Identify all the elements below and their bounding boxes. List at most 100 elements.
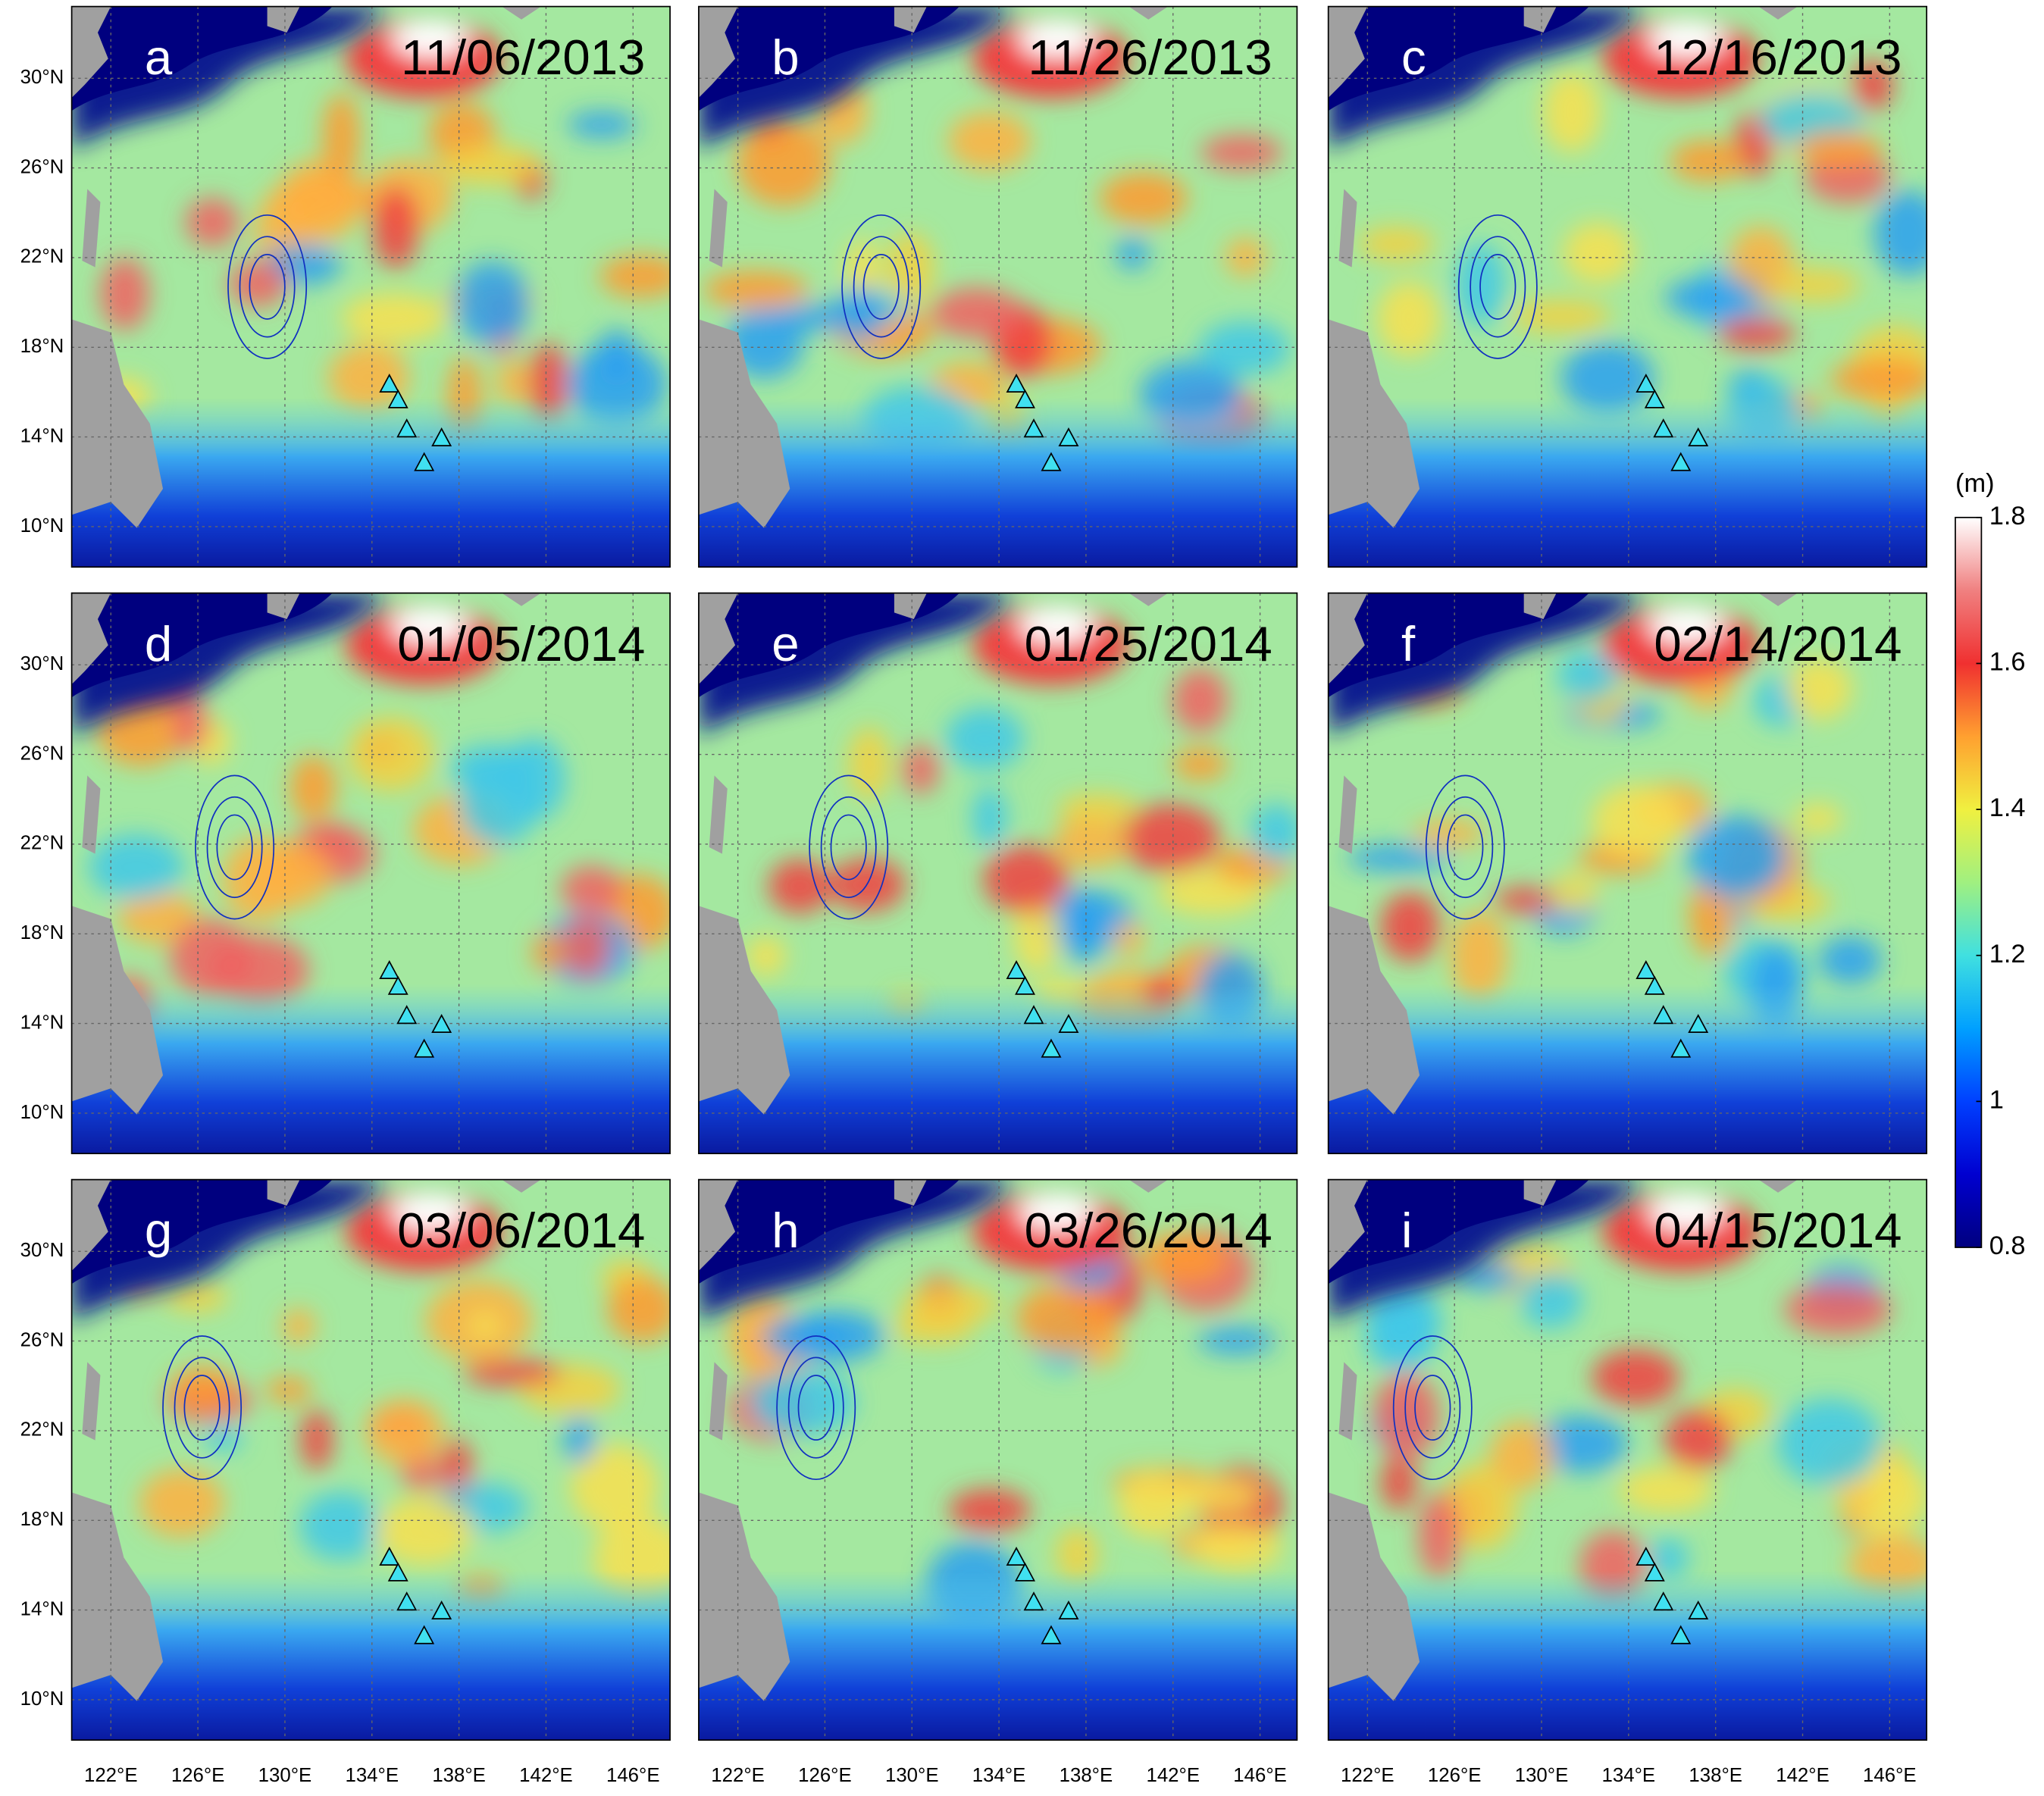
eddy <box>1200 135 1283 170</box>
lon-label: 134°E <box>345 1765 399 1786</box>
lat-label: 10°N <box>20 1102 64 1123</box>
panel-frame <box>1327 592 1928 1155</box>
kuroshio-core <box>1648 1194 1726 1231</box>
station <box>379 373 400 393</box>
kuroshio-core <box>1018 607 1097 644</box>
eddy <box>1510 299 1611 333</box>
station <box>387 389 408 408</box>
eddy <box>1172 668 1228 733</box>
eddy <box>1225 237 1266 277</box>
panel-frame <box>70 592 671 1155</box>
land-taiwan <box>709 775 728 854</box>
lat-label: 22°N <box>20 246 64 268</box>
panel-date: 01/05/2014 <box>397 616 645 671</box>
contour <box>1479 253 1517 320</box>
panel-frame <box>1327 1178 1928 1741</box>
station <box>1670 1038 1692 1058</box>
lat-label: 14°N <box>20 1598 64 1619</box>
panel-frame <box>698 592 1298 1155</box>
station <box>396 418 418 438</box>
eddy <box>887 233 934 305</box>
eddy <box>228 260 288 308</box>
eddy <box>972 787 1007 849</box>
map-panel: g 03/06/2014 10°N 14°N 18°N 22°N 26°N 30°N 122°E… <box>20 1178 671 1786</box>
eddy <box>322 92 360 181</box>
station <box>387 1562 408 1582</box>
lat-label: 30°N <box>20 1240 64 1261</box>
land-japan <box>894 593 1169 619</box>
eddy <box>1839 1459 1927 1536</box>
panel-letter: f <box>1401 616 1416 671</box>
field <box>1328 6 1927 568</box>
eddy <box>1776 1398 1883 1486</box>
eddy <box>1417 1494 1461 1578</box>
lat-label: 26°N <box>20 743 64 764</box>
land-japan <box>894 6 1169 33</box>
lon-label: 146°E <box>1233 1765 1287 1786</box>
north-deep-core <box>71 593 333 698</box>
south-band <box>71 984 671 1154</box>
field <box>1328 1179 1927 1741</box>
eddy <box>469 1311 502 1341</box>
land-china <box>71 1179 111 1272</box>
station <box>1058 427 1079 447</box>
lon-label: 146°E <box>606 1765 660 1786</box>
south-band <box>1328 1570 1927 1741</box>
lat-label: 14°N <box>20 1012 64 1033</box>
eddy <box>1818 936 1883 985</box>
panel-letter: d <box>145 616 172 671</box>
lon-label: 134°E <box>972 1765 1026 1786</box>
panel-date: 04/15/2014 <box>1654 1203 1902 1258</box>
eddy <box>372 186 419 269</box>
eddy <box>1056 1526 1098 1582</box>
eddy <box>1380 892 1440 962</box>
contour <box>1447 814 1484 881</box>
lon-label: 126°E <box>171 1765 225 1786</box>
eddy <box>1197 1326 1276 1355</box>
lat-label: 26°N <box>20 156 64 177</box>
kuroshio-core <box>1648 607 1726 644</box>
land-philippines <box>698 906 790 1115</box>
land-philippines <box>1328 319 1420 528</box>
station <box>379 959 400 980</box>
kuroshio-core <box>1018 1194 1097 1231</box>
land-japan <box>267 593 541 619</box>
field <box>71 6 671 568</box>
station <box>1058 1013 1079 1034</box>
station <box>1023 1591 1044 1611</box>
contour <box>239 236 296 338</box>
station <box>1688 427 1709 447</box>
eddy <box>1115 236 1150 271</box>
eddy <box>1172 747 1228 781</box>
north-deep-core <box>71 6 333 111</box>
lat-label: 30°N <box>20 67 64 88</box>
kuroshio-core <box>1648 20 1726 58</box>
station <box>1015 975 1036 995</box>
land-china <box>71 6 111 99</box>
eddy <box>787 1309 884 1363</box>
eddy <box>750 1368 855 1436</box>
station <box>1653 418 1674 438</box>
eddy <box>947 111 1031 171</box>
eddy <box>1068 888 1101 967</box>
colorbar-label: 1.6 <box>1989 648 2026 677</box>
eddy <box>736 119 831 207</box>
eddy <box>1563 222 1633 284</box>
land-china <box>71 593 111 685</box>
colorbar-label: 1.4 <box>1989 793 2026 822</box>
lon-label: 142°E <box>1776 1765 1830 1786</box>
eddy <box>945 708 1025 771</box>
eddy <box>441 145 542 186</box>
lon-label: 122°E <box>711 1765 765 1786</box>
contour <box>820 796 877 899</box>
station <box>1644 975 1665 995</box>
eddy <box>185 197 239 247</box>
map-panel: i 04/15/2014 122°E 126°E 130°E 134°E 138°E 142°… <box>1327 1178 1928 1786</box>
north-deep-core <box>698 6 959 111</box>
eddy <box>1346 844 1451 872</box>
eddy <box>255 841 331 908</box>
station <box>414 452 435 471</box>
contour <box>1404 1356 1461 1459</box>
contour <box>1414 1375 1451 1441</box>
